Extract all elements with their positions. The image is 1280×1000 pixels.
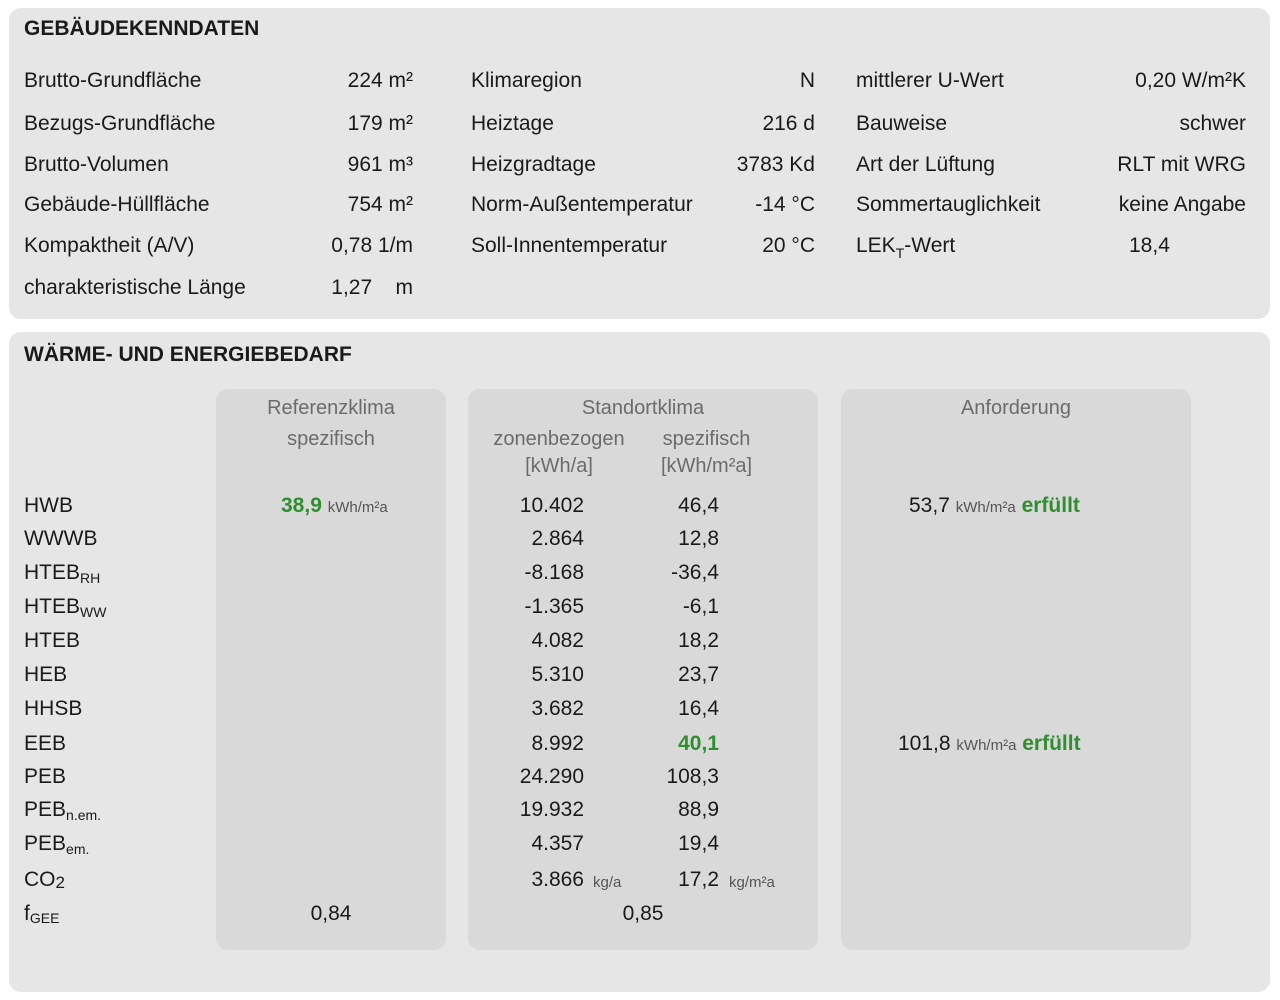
referenzklima-column bbox=[216, 389, 446, 950]
fgee-label: fGEE bbox=[24, 902, 60, 926]
fgee-referenz: 0,84 bbox=[310, 902, 352, 925]
kenndaten-label: Soll-Innentemperatur bbox=[471, 234, 668, 257]
spez-value: -6,1 bbox=[682, 595, 719, 618]
zonen-value: 2.864 bbox=[531, 527, 584, 550]
zonen-value: 3.866 bbox=[531, 868, 584, 891]
kenndaten-label: Brutto-Volumen bbox=[24, 153, 169, 176]
zonen-value: 19.932 bbox=[519, 798, 584, 821]
spez-value: -36,4 bbox=[671, 561, 719, 584]
kenndaten-label: Kompaktheit (A/V) bbox=[24, 234, 195, 257]
standortklima-column bbox=[468, 389, 818, 950]
kenndaten-label: Brutto-Grundfläche bbox=[24, 69, 202, 92]
header-zonenbezogen: zonenbezogen bbox=[493, 428, 625, 450]
header-standortklima: Standortklima bbox=[581, 397, 705, 419]
energiebedarf-panel: WÄRME- UND ENERGIEBEDARF Referenzklima s… bbox=[9, 332, 1270, 992]
spez-value: 23,7 bbox=[678, 663, 719, 686]
kenndaten-value: schwer bbox=[1179, 112, 1246, 135]
kenndaten-value: N bbox=[799, 69, 815, 92]
kenndaten-label: Art der Lüftung bbox=[856, 153, 995, 176]
kenndaten-value: 754 m² bbox=[347, 193, 413, 216]
spez-unit: kg/m²a bbox=[729, 874, 775, 891]
zonen-unit: kg/a bbox=[593, 874, 622, 891]
fgee-standort: 0,85 bbox=[622, 902, 664, 925]
row-label: EEB bbox=[24, 732, 67, 755]
kenndaten-label: Bezugs-Grundfläche bbox=[24, 112, 216, 135]
spez-value: 17,2 bbox=[678, 868, 719, 891]
section-title: GEBÄUDEKENNDATEN bbox=[24, 17, 260, 40]
row-label: HHSB bbox=[24, 697, 83, 720]
header-referenzklima-spezifisch: spezifisch bbox=[287, 428, 375, 450]
anforderung-value: 53,7 kWh/m²a erfüllt bbox=[909, 494, 1080, 517]
row-label: PEBn.em. bbox=[24, 798, 102, 823]
kenndaten-label: Sommertauglichkeit bbox=[856, 193, 1041, 216]
row-label: HTEBWW bbox=[24, 595, 107, 620]
kenndaten-value: 20 °C bbox=[762, 234, 815, 257]
kenndaten-value: 216 d bbox=[762, 112, 815, 135]
kenndaten-value: 224 m² bbox=[347, 69, 413, 92]
section-title: WÄRME- UND ENERGIEBEDARF bbox=[24, 343, 352, 366]
zonen-value: 8.992 bbox=[531, 732, 584, 755]
kenndaten-label: Heizgradtage bbox=[471, 153, 596, 176]
row-label: WWWB bbox=[24, 527, 98, 550]
kenndaten-label: Klimaregion bbox=[471, 69, 582, 92]
zonen-value: 4.082 bbox=[531, 629, 584, 652]
kenndaten-value: 1,27 m bbox=[331, 276, 413, 299]
zonen-value: 3.682 bbox=[531, 697, 584, 720]
zonen-value: 10.402 bbox=[519, 494, 584, 517]
kenndaten-value: 179 m² bbox=[347, 112, 413, 135]
row-label: HTEB bbox=[24, 629, 81, 652]
kenndaten-label: Heiztage bbox=[471, 112, 554, 135]
header-zonenbezogen-unit: [kWh/a] bbox=[525, 455, 593, 477]
kenndaten-value: keine Angabe bbox=[1118, 193, 1246, 216]
kenndaten-label: Norm-Außentemperatur bbox=[471, 193, 693, 216]
header-referenzklima: Referenzklima bbox=[267, 397, 395, 419]
gebaeudekenndaten-panel: GEBÄUDEKENNDATEN Brutto-Grundfläche 224 m… bbox=[9, 8, 1270, 319]
zonen-value: -8.168 bbox=[524, 561, 584, 584]
anforderung-column bbox=[841, 389, 1191, 950]
kenndaten-value: 3783 Kd bbox=[736, 153, 815, 176]
kenndaten-value: -14 °C bbox=[755, 193, 815, 216]
kenndaten-label: charakteristische Länge bbox=[24, 276, 246, 299]
kenndaten-value: RLT mit WRG bbox=[1117, 153, 1246, 176]
lek-label: LEKT-Wert bbox=[856, 234, 956, 261]
row-label: HEB bbox=[24, 663, 68, 686]
row-label: PEB bbox=[24, 765, 67, 788]
spez-value: 46,4 bbox=[678, 494, 719, 517]
kenndaten-value: 961 m³ bbox=[347, 153, 413, 176]
spez-value: 19,4 bbox=[678, 832, 719, 855]
zonen-value: 4.357 bbox=[531, 832, 584, 855]
zonen-value: 24.290 bbox=[519, 765, 584, 788]
spez-value: 108,3 bbox=[666, 765, 719, 788]
lek-value: 18,4 bbox=[1129, 234, 1170, 257]
spez-value: 40,1 bbox=[678, 732, 719, 755]
referenz-value: 38,9 kWh/m²a bbox=[281, 494, 388, 517]
header-spezifisch-unit: [kWh/m²a] bbox=[660, 455, 753, 477]
zonen-value: 5.310 bbox=[531, 663, 584, 686]
row-label: CO2 bbox=[24, 868, 65, 892]
spez-value: 18,2 bbox=[678, 629, 719, 652]
kenndaten-label: Bauweise bbox=[856, 112, 948, 135]
row-label: HWB bbox=[24, 494, 73, 517]
spez-value: 16,4 bbox=[678, 697, 719, 720]
kenndaten-value: 0,78 1/m bbox=[331, 234, 413, 257]
kenndaten-label: Gebäude-Hüllfläche bbox=[24, 193, 210, 216]
zonen-value: -1.365 bbox=[524, 595, 584, 618]
kenndaten-value: 0,20 W/m²K bbox=[1135, 69, 1246, 92]
row-label: PEBem. bbox=[24, 832, 90, 857]
spez-value: 12,8 bbox=[678, 527, 719, 550]
kenndaten-label: mittlerer U-Wert bbox=[856, 69, 1004, 92]
row-label: HTEBRH bbox=[24, 561, 101, 586]
spez-value: 88,9 bbox=[678, 798, 719, 821]
anforderung-value: 101,8 kWh/m²a erfüllt bbox=[898, 732, 1081, 755]
header-anforderung: Anforderung bbox=[960, 397, 1072, 419]
header-spezifisch: spezifisch bbox=[662, 428, 751, 450]
